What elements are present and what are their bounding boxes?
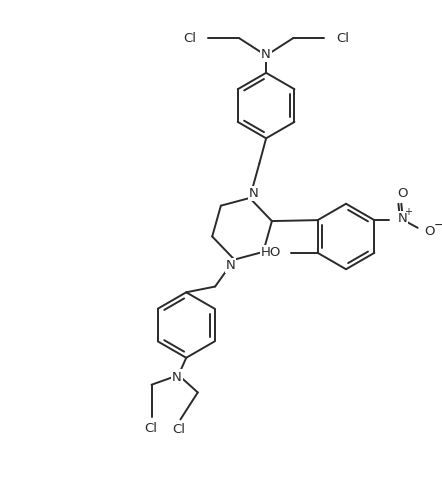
Text: N: N bbox=[172, 371, 182, 383]
Text: Cl: Cl bbox=[172, 423, 185, 436]
Text: O: O bbox=[397, 187, 408, 200]
Text: N: N bbox=[249, 187, 259, 200]
Text: Cl: Cl bbox=[336, 32, 349, 45]
Text: N: N bbox=[397, 212, 407, 225]
Text: N: N bbox=[261, 48, 271, 61]
Text: Cl: Cl bbox=[144, 421, 157, 435]
Text: Cl: Cl bbox=[183, 32, 196, 45]
Text: O: O bbox=[424, 225, 434, 238]
Text: −: − bbox=[434, 219, 442, 232]
Text: HO: HO bbox=[261, 247, 281, 259]
Text: N: N bbox=[225, 259, 236, 272]
Text: +: + bbox=[404, 208, 412, 218]
